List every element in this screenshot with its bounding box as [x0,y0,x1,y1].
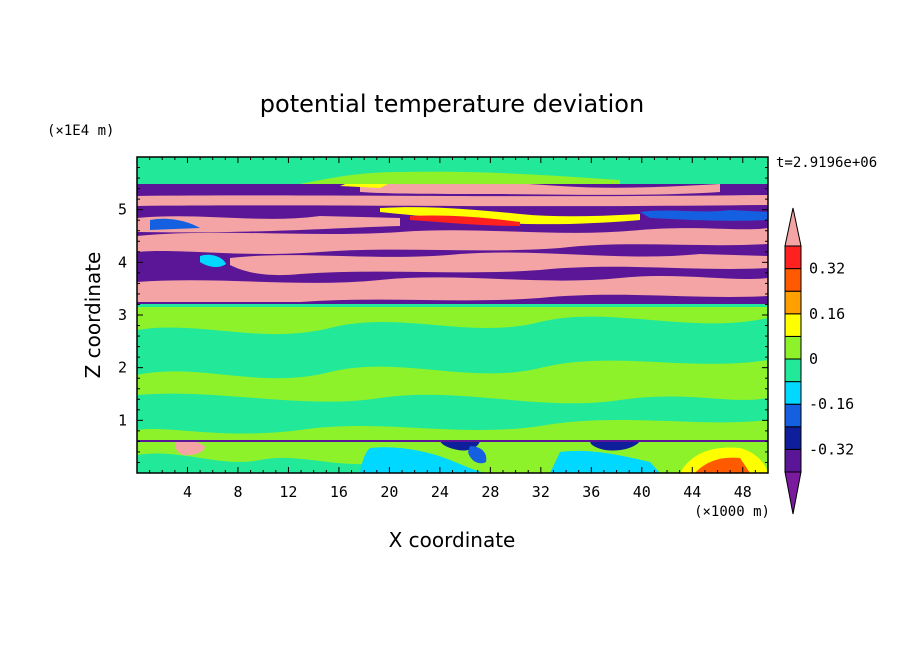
colorbar-box [784,313,802,337]
x-axis: 4 8 12 16 20 24 28 32 36 40 44 48 [149,157,756,501]
plot-field [137,157,768,473]
blue-patch-2 [640,210,768,221]
top-patch-1 [300,171,620,184]
mid-top-edge [137,303,768,307]
surface-cyan-1 [360,447,490,473]
colorbar-label: 0 [809,350,818,368]
surface-blue-3 [590,441,640,451]
colorbar-box [784,448,802,473]
x-tick-label: 4 [183,483,192,501]
surface-boundary [137,440,768,442]
x-axis-label: X coordinate [389,528,516,552]
y-axis: 1 2 3 4 5 [118,167,768,463]
surface-pink-blob [174,440,205,456]
stratum-pink-3 [137,228,768,254]
x-unit-label: (×1000 m) [694,504,770,520]
y-unit-label: (×1E4 m) [47,123,114,139]
stratum-pink-1 [137,195,768,207]
x-tick-label: 36 [582,483,600,501]
y-tick-label: 5 [118,201,127,219]
colorbar-box [784,403,802,428]
surface-cyan-2 [550,450,660,473]
colorbar-box [784,426,802,450]
x-tick-label: 40 [633,483,651,501]
x-tick-label: 28 [481,483,499,501]
y-axis-label: Z coordinate [81,252,105,379]
x-tick-label: 24 [431,483,449,501]
y-tick-label: 2 [118,359,127,377]
stratum-pink-2 [137,216,400,233]
stratum-pink-4 [230,252,768,276]
red-band [410,215,520,226]
colorbar-lower-extend [784,471,802,515]
blue-patch-1 [150,218,200,230]
x-tick-label: 16 [330,483,348,501]
colorbar-box [784,245,802,270]
x-tick-label: 12 [279,483,297,501]
colorbar-label: -0.16 [809,395,854,413]
chart-title: potential temperature deviation [260,90,644,118]
colorbar-label: 0.32 [809,260,845,278]
surface-warm-2 [695,457,750,473]
colorbar-upper-extend [784,207,802,247]
x-tick-label: 20 [380,483,398,501]
x-tick-label: 48 [734,483,752,501]
colorbar-label: 0.16 [809,305,845,323]
stratum-pink-5 [137,276,768,302]
x-tick-label: 8 [233,483,242,501]
colorbar-box [784,290,802,315]
colorbar: 0.32 0.16 0 -0.16 -0.32 [784,207,854,515]
y-tick-label: 4 [118,253,127,271]
cyan-patch-1 [200,254,226,268]
colorbar-box [784,358,802,383]
mid-patch-1 [137,316,768,379]
time-label: t=2.9196e+06 [776,155,877,171]
stratum-pink-top [360,181,720,195]
surface-blue-2 [468,446,487,464]
surface-patch-1 [137,453,400,473]
x-tick-label: 44 [683,483,701,501]
colorbar-box [784,268,802,292]
mid-patch-2 [137,393,768,434]
y-tick-label: 1 [118,411,127,429]
colorbar-box [784,381,802,405]
y-tick-label: 3 [118,306,127,324]
warm-band [380,207,640,225]
colorbar-label: -0.32 [809,440,854,458]
colorbar-box [784,335,802,360]
x-tick-label: 32 [532,483,550,501]
